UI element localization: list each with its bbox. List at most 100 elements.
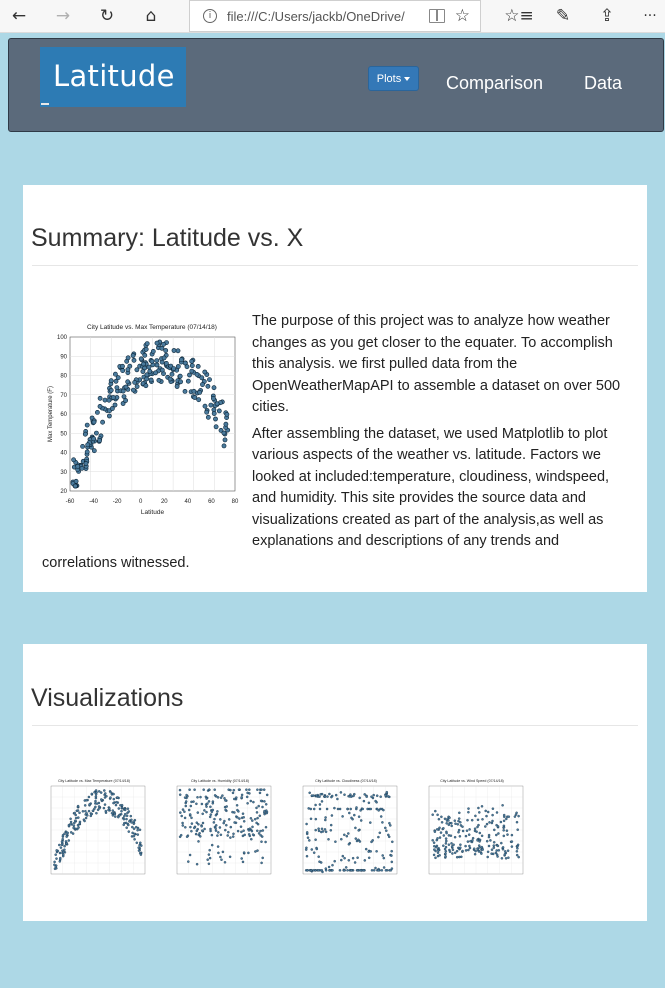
pen-notes-icon[interactable]: ✎ (555, 6, 571, 26)
scatter-point (206, 802, 209, 805)
scatter-point (256, 829, 259, 833)
plots-dropdown-button[interactable]: Plots (368, 66, 419, 91)
scatter-point (433, 848, 436, 851)
share-icon[interactable]: ⇪ (599, 6, 615, 26)
scatter-point (308, 839, 311, 842)
scatter-point (208, 856, 212, 860)
scatter-point (314, 817, 318, 821)
scatter-point (517, 855, 520, 859)
scatter-point (259, 799, 263, 803)
scatter-point (61, 837, 64, 841)
scatter-point (453, 819, 457, 822)
reading-view-icon[interactable] (429, 9, 445, 23)
scatter-point (369, 821, 372, 824)
scatter-point (323, 795, 327, 799)
scatter-point (379, 815, 383, 818)
scatter-point (324, 816, 327, 819)
scatter-point (363, 859, 367, 862)
scatter-point (196, 811, 200, 814)
scatter-point (329, 823, 333, 827)
scatter-point (433, 830, 437, 833)
back-arrow-icon[interactable]: ← (11, 6, 27, 26)
nav-link-data[interactable]: Data (584, 73, 623, 93)
scatter-point (139, 853, 143, 856)
scatter-point (459, 846, 462, 849)
scatter-point (328, 869, 331, 872)
scatter-point (432, 853, 436, 857)
scatter-point (503, 853, 507, 856)
forward-arrow-icon[interactable]: → (55, 6, 71, 26)
scatter-point (189, 363, 195, 368)
visualizations-heading: Visualizations (31, 684, 184, 712)
scatter-point (515, 853, 519, 857)
scatter-point (138, 844, 141, 847)
scatter-point (99, 791, 103, 794)
scatter-point (438, 854, 441, 857)
scatter-point (330, 814, 334, 817)
scatter-point (261, 829, 265, 832)
scatter-point (74, 813, 77, 817)
scatter-point (213, 817, 216, 821)
scatter-point (104, 792, 107, 795)
scatter-point (221, 850, 225, 854)
scatter-point (71, 832, 75, 835)
reload-icon[interactable]: ↻ (99, 6, 115, 26)
scatter-point (499, 820, 503, 824)
scatter-point (204, 409, 210, 415)
scatter-point (167, 376, 173, 382)
scatter-point (434, 845, 438, 849)
favorite-star-icon[interactable]: ☆ (454, 6, 470, 26)
scatter-point (495, 849, 498, 852)
home-icon[interactable]: ⌂ (145, 6, 157, 26)
scatter-point (84, 809, 87, 813)
scatter-point (447, 819, 450, 822)
scatter-point (432, 841, 436, 844)
scatter-point (492, 841, 496, 844)
scatter-point (359, 819, 363, 822)
thumbnail-humidity[interactable]: City Latitude vs. Humidity (07/14/18) (165, 774, 275, 884)
favorites-bar-icon[interactable]: ☆≡ (504, 6, 534, 26)
scatter-point (63, 844, 66, 848)
url-text[interactable]: file:///C:/Users/jackb/OneDrive/ (227, 8, 405, 24)
scatter-point (450, 845, 454, 848)
address-bar[interactable]: i file:///C:/Users/jackb/OneDrive/ ☆ (189, 0, 481, 32)
nav-link-comparison[interactable]: Comparison (446, 73, 544, 93)
scatter-point (231, 810, 234, 814)
scatter-point (127, 823, 130, 827)
scatter-point (221, 794, 224, 797)
scatter-point (366, 807, 369, 811)
scatter-point (476, 825, 479, 829)
scatter-point (473, 827, 477, 830)
scatter-point (185, 378, 191, 384)
thumbnail-cloudiness[interactable]: City Latitude vs. Cloudiness (07/14/18) (291, 774, 401, 884)
scatter-point (77, 826, 80, 829)
scatter-point (487, 844, 491, 848)
scatter-point (386, 795, 390, 798)
thumbnail-wind-speed[interactable]: City Latitude vs. Wind Speed (07/14/18) (417, 774, 527, 884)
scatter-point (143, 383, 149, 389)
scatter-point (329, 829, 333, 832)
scatter-point (163, 348, 169, 353)
scatter-point (120, 809, 123, 813)
scatter-point (491, 819, 494, 823)
more-options-icon[interactable]: ··· (643, 8, 657, 24)
scatter-point (64, 840, 68, 843)
scatter-point (237, 788, 241, 791)
scatter-point (199, 375, 205, 381)
scatter-point (382, 866, 386, 869)
scatter-point (69, 831, 73, 834)
scatter-point (207, 377, 212, 382)
scatter-point (304, 848, 308, 851)
scatter-point (227, 830, 230, 834)
scatter-point (73, 819, 77, 823)
scatter-point (306, 836, 310, 839)
scatter-point (59, 846, 63, 849)
scatter-point (467, 833, 471, 836)
brand-logo[interactable]: Latitude (40, 47, 186, 107)
thumbnail-temperature[interactable]: City Latitude vs. Max Temperature (07/14… (39, 774, 149, 884)
scatter-point (113, 812, 117, 816)
scatter-point (450, 824, 453, 828)
scatter-point (444, 842, 448, 845)
scatter-point (182, 389, 188, 394)
site-info-icon[interactable]: i (203, 9, 217, 23)
